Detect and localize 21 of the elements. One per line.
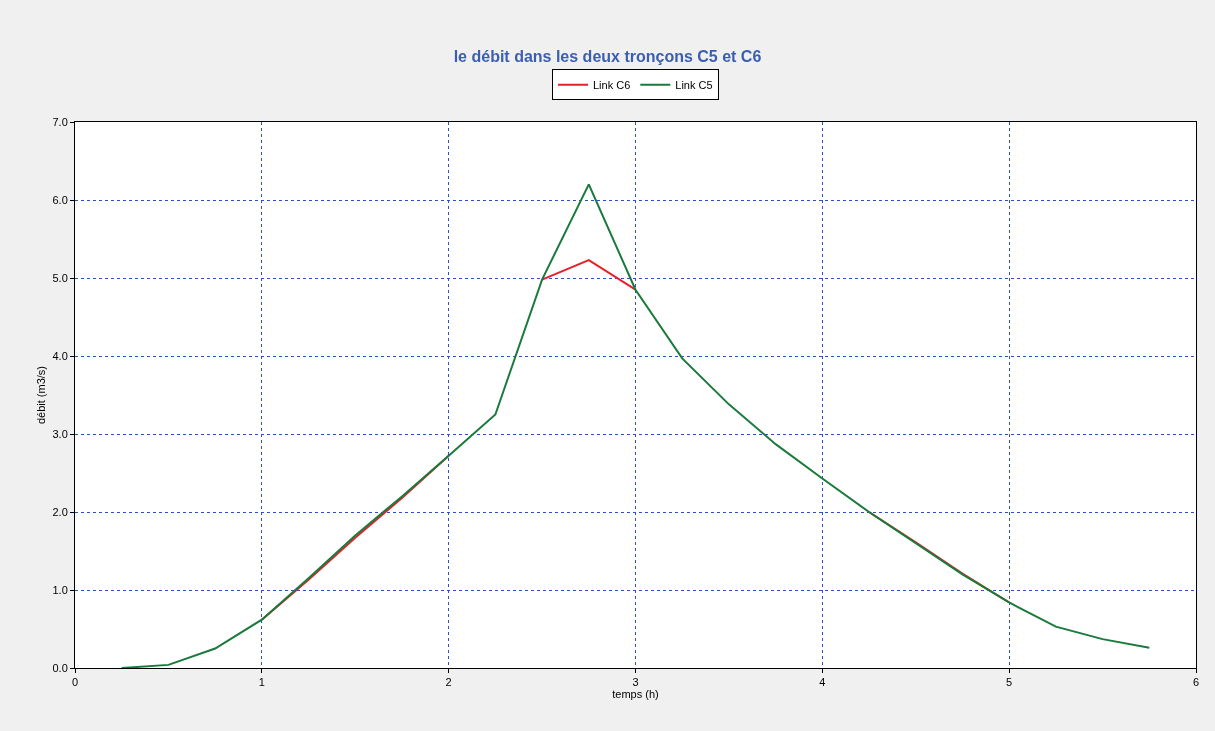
- y-tick-label: 2.0: [52, 505, 68, 518]
- x-tick-label: 3: [632, 676, 639, 689]
- y-tick-label: 4.0: [52, 349, 68, 362]
- y-tick-label: 0.0: [52, 661, 68, 674]
- x-tick-label: 6: [1192, 676, 1200, 689]
- y-tick-label: 5.0: [52, 271, 68, 284]
- y-tick-label: 7.0: [52, 115, 68, 128]
- legend-label: Link C6: [593, 78, 631, 91]
- y-tick-label: 1.0: [52, 583, 68, 596]
- x-axis-title: temps (h): [612, 688, 659, 701]
- y-tick-label: 3.0: [52, 427, 68, 440]
- y-axis-title: débit (m3/s): [35, 365, 48, 425]
- y-tick-label: 6.0: [52, 193, 68, 206]
- x-tick-label: 4: [819, 676, 826, 689]
- line-series: [120, 183, 1151, 668]
- x-tick-label: 1: [258, 676, 265, 689]
- x-tick-label: 2: [445, 676, 452, 689]
- x-tick-label: 5: [1006, 676, 1013, 689]
- legend-label: Link C5: [675, 78, 713, 91]
- chart-title: le débit dans les deux tronçons C5 et C6: [453, 48, 762, 66]
- x-tick-label: 0: [71, 676, 79, 689]
